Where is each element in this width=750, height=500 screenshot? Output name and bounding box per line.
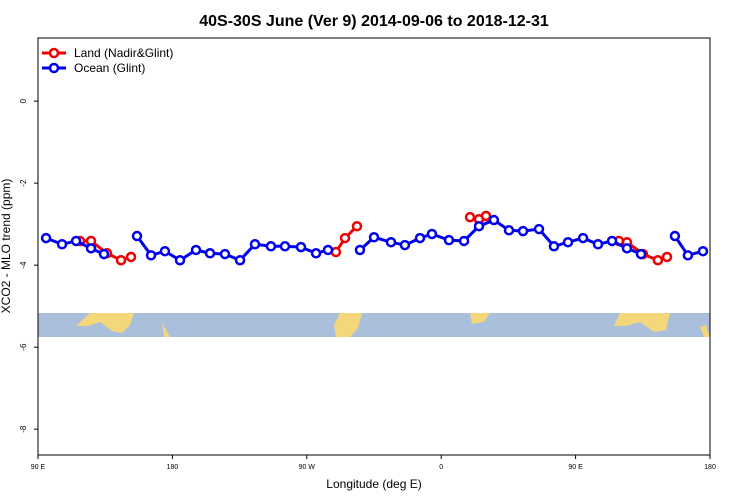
- point: [98, 248, 110, 260]
- legend-label: Ocean (Glint): [74, 61, 145, 75]
- y-tick-label: -4: [19, 261, 28, 269]
- point: [577, 232, 589, 244]
- y-tick-label: -2: [19, 179, 28, 187]
- point: [159, 245, 171, 257]
- point: [85, 243, 97, 254]
- point: [190, 244, 202, 256]
- point: [234, 254, 246, 266]
- point: [488, 214, 500, 226]
- point: [265, 241, 277, 252]
- point: [464, 211, 476, 223]
- point: [480, 210, 492, 222]
- point: [145, 250, 157, 261]
- point: [56, 238, 68, 250]
- x-tick-label: 90 E: [568, 464, 583, 471]
- point: [70, 235, 82, 247]
- point: [399, 239, 411, 251]
- point: [517, 225, 529, 237]
- point: [697, 245, 709, 257]
- point: [351, 220, 363, 232]
- x-tick-label: 180: [167, 464, 179, 471]
- x-tick-label: 180: [704, 464, 716, 471]
- point: [310, 248, 322, 259]
- point: [682, 250, 694, 261]
- point: [279, 241, 291, 252]
- chart-title: 40S-30S June (Ver 9) 2014-09-06 to 2018-…: [199, 13, 549, 30]
- point: [368, 232, 380, 243]
- legend-label: Land (Nadir&Glint): [74, 46, 173, 60]
- point: [443, 234, 455, 246]
- point: [473, 220, 485, 232]
- x-tick-label: 90 E: [31, 464, 46, 471]
- point: [125, 251, 137, 263]
- point: [592, 238, 604, 250]
- point: [131, 230, 143, 242]
- legend-marker: [48, 47, 60, 59]
- point: [661, 251, 673, 263]
- point: [204, 248, 216, 259]
- point: [621, 243, 633, 254]
- point: [458, 235, 470, 247]
- legend-marker: [48, 62, 60, 74]
- x-tick-label: 90 W: [299, 464, 316, 471]
- y-tick-label: -6: [19, 343, 28, 351]
- point: [295, 241, 307, 253]
- point: [322, 244, 334, 256]
- point: [606, 235, 618, 247]
- point: [40, 232, 52, 244]
- y-axis-label: XCO2 - MLO trend (ppm): [0, 179, 13, 314]
- point: [354, 244, 366, 256]
- point: [385, 236, 397, 248]
- point: [635, 248, 647, 260]
- x-tick-label: 0: [439, 464, 443, 471]
- point: [219, 248, 231, 260]
- y-tick-label: 0: [19, 98, 28, 103]
- point: [652, 254, 664, 266]
- y-tick-label: -8: [19, 425, 28, 433]
- plot-frame: [37, 37, 711, 456]
- point: [548, 241, 560, 252]
- point: [115, 254, 127, 266]
- point: [174, 254, 186, 266]
- map-strip: [38, 313, 710, 337]
- point: [669, 230, 681, 242]
- x-axis-label: Longitude (deg E): [326, 477, 421, 491]
- point: [249, 238, 261, 250]
- point: [426, 228, 438, 240]
- point: [503, 225, 515, 236]
- point: [414, 232, 426, 244]
- point: [339, 232, 351, 244]
- point: [562, 236, 574, 248]
- point: [533, 223, 545, 235]
